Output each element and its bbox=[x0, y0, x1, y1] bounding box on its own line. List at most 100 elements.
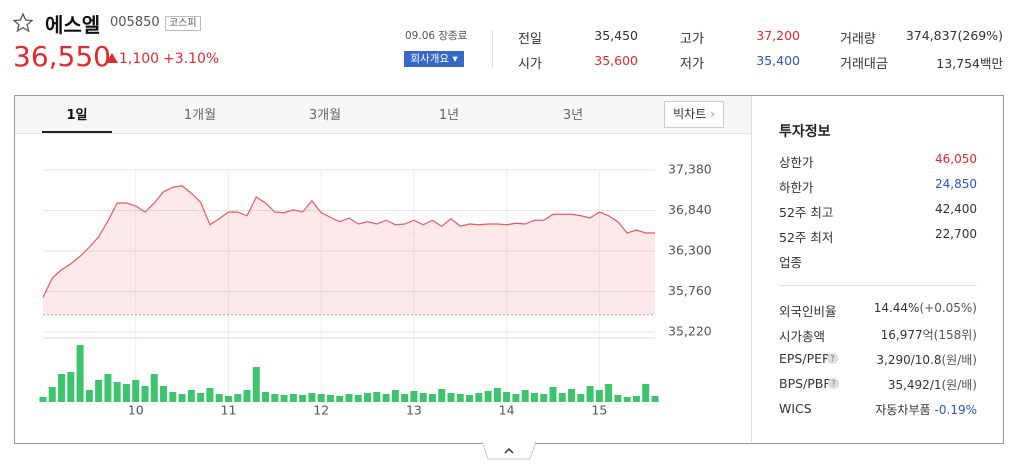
x-tick-label: 13 bbox=[406, 403, 422, 418]
market-status: 09.06 장종료 bbox=[405, 30, 468, 42]
tab[interactable]: 1일 bbox=[66, 108, 88, 123]
volume-bar bbox=[326, 395, 334, 402]
volume-bar bbox=[549, 387, 557, 402]
summary-label: 거래대금 bbox=[840, 57, 888, 72]
info-extra: (원/배) bbox=[941, 353, 978, 367]
info-value: 자동차부품 bbox=[875, 403, 931, 417]
x-tick-label: 15 bbox=[591, 403, 607, 418]
tab[interactable]: 3개월 bbox=[308, 108, 342, 123]
summary-value: 37,200 bbox=[756, 28, 800, 43]
info-label: 상한가 bbox=[779, 155, 814, 170]
info-extra: (원/배) bbox=[941, 378, 978, 392]
stock-name: 에스엘 bbox=[45, 13, 101, 37]
info-label: 외국인비율 bbox=[779, 304, 837, 319]
info-extra: 억(158위) bbox=[922, 328, 977, 342]
divider bbox=[492, 30, 493, 68]
volume-bar bbox=[39, 397, 47, 402]
volume-bar bbox=[623, 397, 631, 402]
tab[interactable]: 1개월 bbox=[183, 108, 217, 123]
summary-label: 고가 bbox=[680, 32, 704, 47]
volume-bar bbox=[447, 393, 455, 402]
volume-bar bbox=[252, 367, 260, 402]
info-value: 35,492/1 bbox=[887, 378, 942, 392]
volume-bar bbox=[558, 393, 566, 402]
x-tick-label: 12 bbox=[313, 403, 329, 418]
volume-bar bbox=[586, 386, 594, 402]
volume-bar bbox=[132, 380, 140, 402]
panel-divider bbox=[751, 96, 752, 442]
volume-bar bbox=[493, 388, 501, 402]
volume-bar bbox=[160, 386, 168, 402]
y-tick-label: 35,760 bbox=[668, 283, 712, 298]
info-value: 22,700 bbox=[935, 227, 977, 241]
info-value-row: 16,977억(158위) bbox=[840, 326, 977, 343]
volume-bar bbox=[280, 395, 288, 402]
y-tick-label: 37,380 bbox=[668, 162, 712, 177]
volume-bar bbox=[632, 396, 640, 402]
volume-bar bbox=[373, 392, 381, 402]
volume-bar bbox=[419, 393, 427, 402]
favorite-star[interactable] bbox=[12, 12, 34, 34]
volume-bar bbox=[364, 393, 372, 402]
price-line bbox=[42, 185, 655, 298]
volume-bar bbox=[271, 394, 279, 402]
volume-bar bbox=[48, 387, 56, 402]
info-divider bbox=[779, 285, 977, 286]
volume-bar bbox=[391, 390, 399, 402]
tab-underline bbox=[42, 131, 112, 133]
price-change: 1,100 bbox=[119, 51, 160, 67]
volume-bar bbox=[308, 393, 316, 402]
volume-bar bbox=[187, 390, 195, 402]
volume-bar bbox=[512, 394, 520, 402]
info-label: BPS/PBR bbox=[779, 376, 833, 391]
volume-bar bbox=[215, 394, 223, 402]
volume-bar bbox=[85, 390, 93, 402]
volume-bar bbox=[67, 372, 75, 402]
info-label: WICS bbox=[779, 401, 812, 416]
info-value-row: 자동차부품 -0.19% bbox=[840, 401, 977, 418]
volume-bar bbox=[95, 380, 103, 402]
info-label: EPS/PER bbox=[779, 351, 831, 366]
summary-value: 374,837(269%) bbox=[905, 28, 1003, 43]
volume-bar bbox=[484, 391, 492, 402]
volume-bar bbox=[336, 396, 344, 402]
info-label: 하한가 bbox=[779, 180, 814, 195]
volume-bar bbox=[642, 384, 650, 402]
info-value-row: 35,492/1(원/배) bbox=[840, 376, 977, 393]
info-label: 업종 bbox=[779, 255, 803, 270]
summary-value: 35,400 bbox=[756, 53, 800, 68]
info-label: 52주 최저 bbox=[779, 230, 834, 245]
x-tick-label: 10 bbox=[128, 403, 144, 418]
help-icon: ? bbox=[828, 378, 839, 389]
volume-bar bbox=[299, 395, 307, 402]
y-tick-label: 36,840 bbox=[668, 202, 712, 217]
volume-bar bbox=[169, 392, 177, 402]
y-tick-label: 36,300 bbox=[668, 243, 712, 258]
volume-bar bbox=[224, 396, 232, 402]
info-extra: (+0.05%) bbox=[919, 301, 977, 315]
volume-bar bbox=[317, 394, 325, 402]
info-value-row: 3,290/10.8(원/배) bbox=[840, 351, 977, 368]
market-badge: 코스피 bbox=[165, 16, 201, 31]
volume-bar bbox=[141, 386, 149, 402]
help-icon: ? bbox=[827, 353, 838, 364]
volume-bar bbox=[345, 394, 353, 402]
info-value: 14.44% bbox=[873, 301, 920, 315]
volume-bar bbox=[243, 390, 251, 402]
tab[interactable]: 1년 bbox=[438, 108, 460, 123]
volume-bar bbox=[150, 374, 158, 402]
info-value: 46,050 bbox=[935, 152, 977, 166]
y-tick-label: 35,220 bbox=[668, 324, 712, 339]
volume-bar bbox=[76, 345, 84, 402]
tab[interactable]: 3년 bbox=[562, 108, 584, 123]
collapse-tab[interactable] bbox=[482, 441, 536, 461]
summary-label: 전일 bbox=[518, 32, 542, 47]
big-chart-button[interactable]: 빅차트 › bbox=[664, 101, 724, 128]
stock-code: 005850 bbox=[110, 15, 160, 30]
volume-bar bbox=[521, 390, 529, 402]
volume-bar bbox=[122, 384, 130, 402]
info-value: 3,290/10.8 bbox=[876, 353, 942, 367]
up-arrow bbox=[106, 53, 118, 63]
company-button[interactable]: 회사개요 ▾ bbox=[404, 51, 464, 67]
